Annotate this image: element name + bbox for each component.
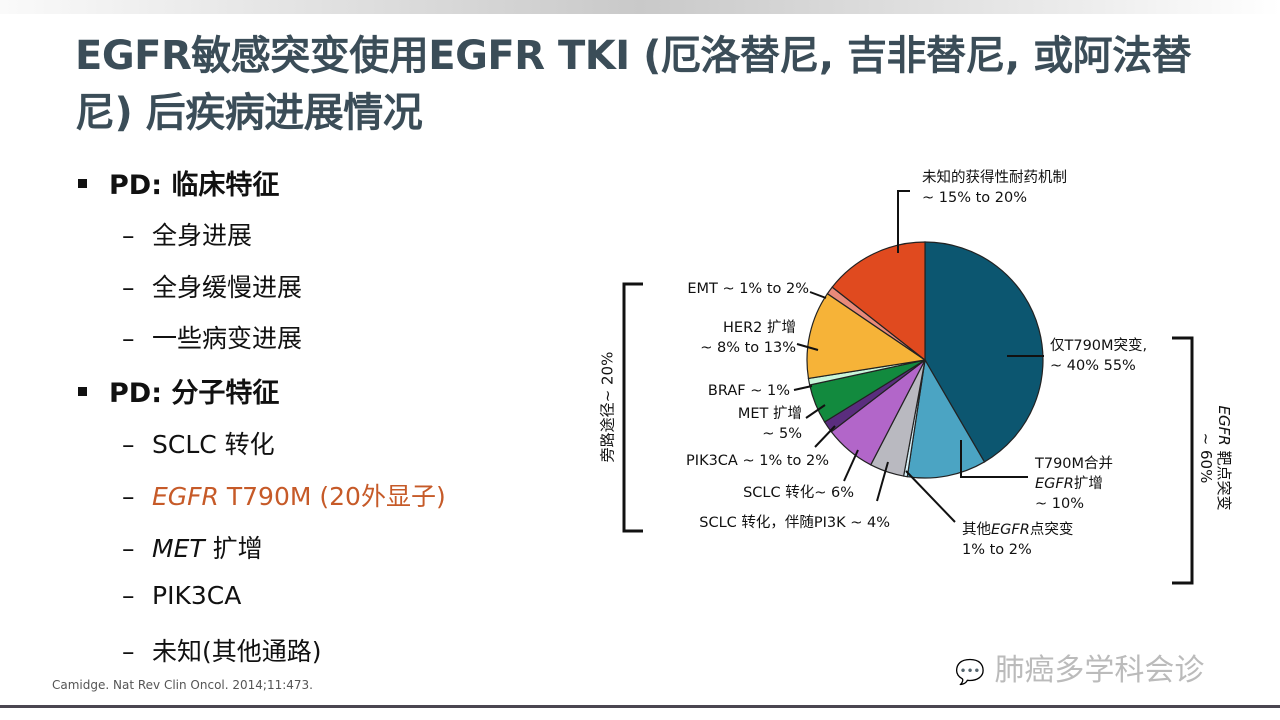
sub-item-text: 未知(其他通路): [152, 637, 322, 666]
sub-item-text: T790M (20外显子): [226, 482, 446, 511]
leader-emt: [809, 291, 827, 299]
label-other-egfr: 其他EGFR点突变 1% to 2%: [962, 522, 1074, 558]
leader-other-egfr: [905, 470, 956, 523]
leader-sclc: [843, 449, 859, 482]
sub-item: – PIK3CA: [122, 581, 242, 610]
label-met: MET 扩增 ~ 5%: [737, 406, 802, 442]
sub-item: – 全身进展: [122, 221, 253, 250]
leader-unknown: [897, 190, 910, 253]
group-label-bypass: 旁路途径~ 20%: [598, 351, 617, 463]
sub-item-gene: MET: [152, 534, 205, 563]
bullet-square-icon: [78, 387, 87, 396]
label-unknown: 未知的获得性耐药机制 ~ 15% to 20%: [922, 170, 1067, 206]
pie-slice-10: [831, 241, 926, 362]
leader-pik3ca: [814, 425, 836, 448]
group-label-egfr: EGFR 靶点突变 ~ 60%: [1197, 405, 1233, 511]
label-t790m-amp: T790M合并 EGFR扩增 ~ 10%: [1035, 456, 1114, 512]
bullet-square-icon: [78, 179, 87, 188]
bottom-bar: [0, 705, 1280, 708]
label-emt: EMT ~ 1% to 2%: [687, 281, 809, 297]
leader-braf: [793, 385, 813, 391]
bracket-bypass: [622, 282, 643, 533]
sub-item-text: 一些病变进展: [152, 324, 303, 353]
sub-item-text: 全身进展: [152, 221, 253, 250]
leader-sclc-pi3k: [876, 461, 889, 502]
leader-her2: [796, 343, 819, 351]
label-sclc: SCLC 转化~ 6%: [743, 485, 854, 501]
leader-met: [805, 404, 826, 419]
label-t790m-only: 仅T790M突变, ~ 40% 55%: [1050, 338, 1148, 374]
bracket-egfr: [1172, 336, 1194, 585]
citation: Camidge. Nat Rev Clin Oncol. 2014;11:473…: [52, 678, 313, 692]
sub-item-gene: EGFR: [152, 482, 219, 511]
sub-item-text: 扩增: [212, 534, 263, 563]
slide-title: EGFR敏感突变使用EGFR TKI (厄洛替尼, 吉非替尼, 或阿法替尼) 后…: [75, 33, 1192, 136]
pie-slice-1: [906, 358, 986, 479]
sub-item-text: SCLC 转化: [152, 430, 275, 459]
bullet-clinical: PD: 临床特征: [78, 163, 279, 202]
sub-item: – SCLC 转化: [122, 430, 275, 459]
sub-item: – 未知(其他通路): [122, 637, 322, 666]
label-pik3ca: PIK3CA ~ 1% to 2%: [686, 453, 829, 469]
sub-item: – 全身缓慢进展: [122, 273, 303, 302]
bullet-molecular: PD: 分子特征: [78, 371, 279, 410]
wechat-icon: 💬: [955, 658, 985, 686]
sub-item-text: 全身缓慢进展: [152, 273, 303, 302]
sub-item-text: PIK3CA: [152, 581, 242, 610]
pie-slice-0: [924, 241, 1044, 463]
label-her2: HER2 扩增 ~ 8% to 13%: [700, 320, 796, 356]
pie-slice-8: [806, 292, 927, 380]
leader-t790m-amp: [960, 440, 1028, 478]
sub-item: – 一些病变进展: [122, 324, 303, 353]
label-sclc-pi3k: SCLC 转化，伴随PI3K ~ 4%: [699, 515, 890, 531]
top-gradient-bar: [0, 0, 1280, 14]
sub-item-t790m: – EGFR T790M (20外显子): [122, 482, 446, 511]
bullet-text: PD: 临床特征: [109, 170, 280, 201]
bullet-text: PD: 分子特征: [109, 378, 280, 409]
sub-item: – MET 扩增: [122, 534, 263, 563]
label-braf: BRAF ~ 1%: [707, 383, 790, 399]
watermark: 💬 肺癌多学科会诊: [955, 653, 1205, 688]
